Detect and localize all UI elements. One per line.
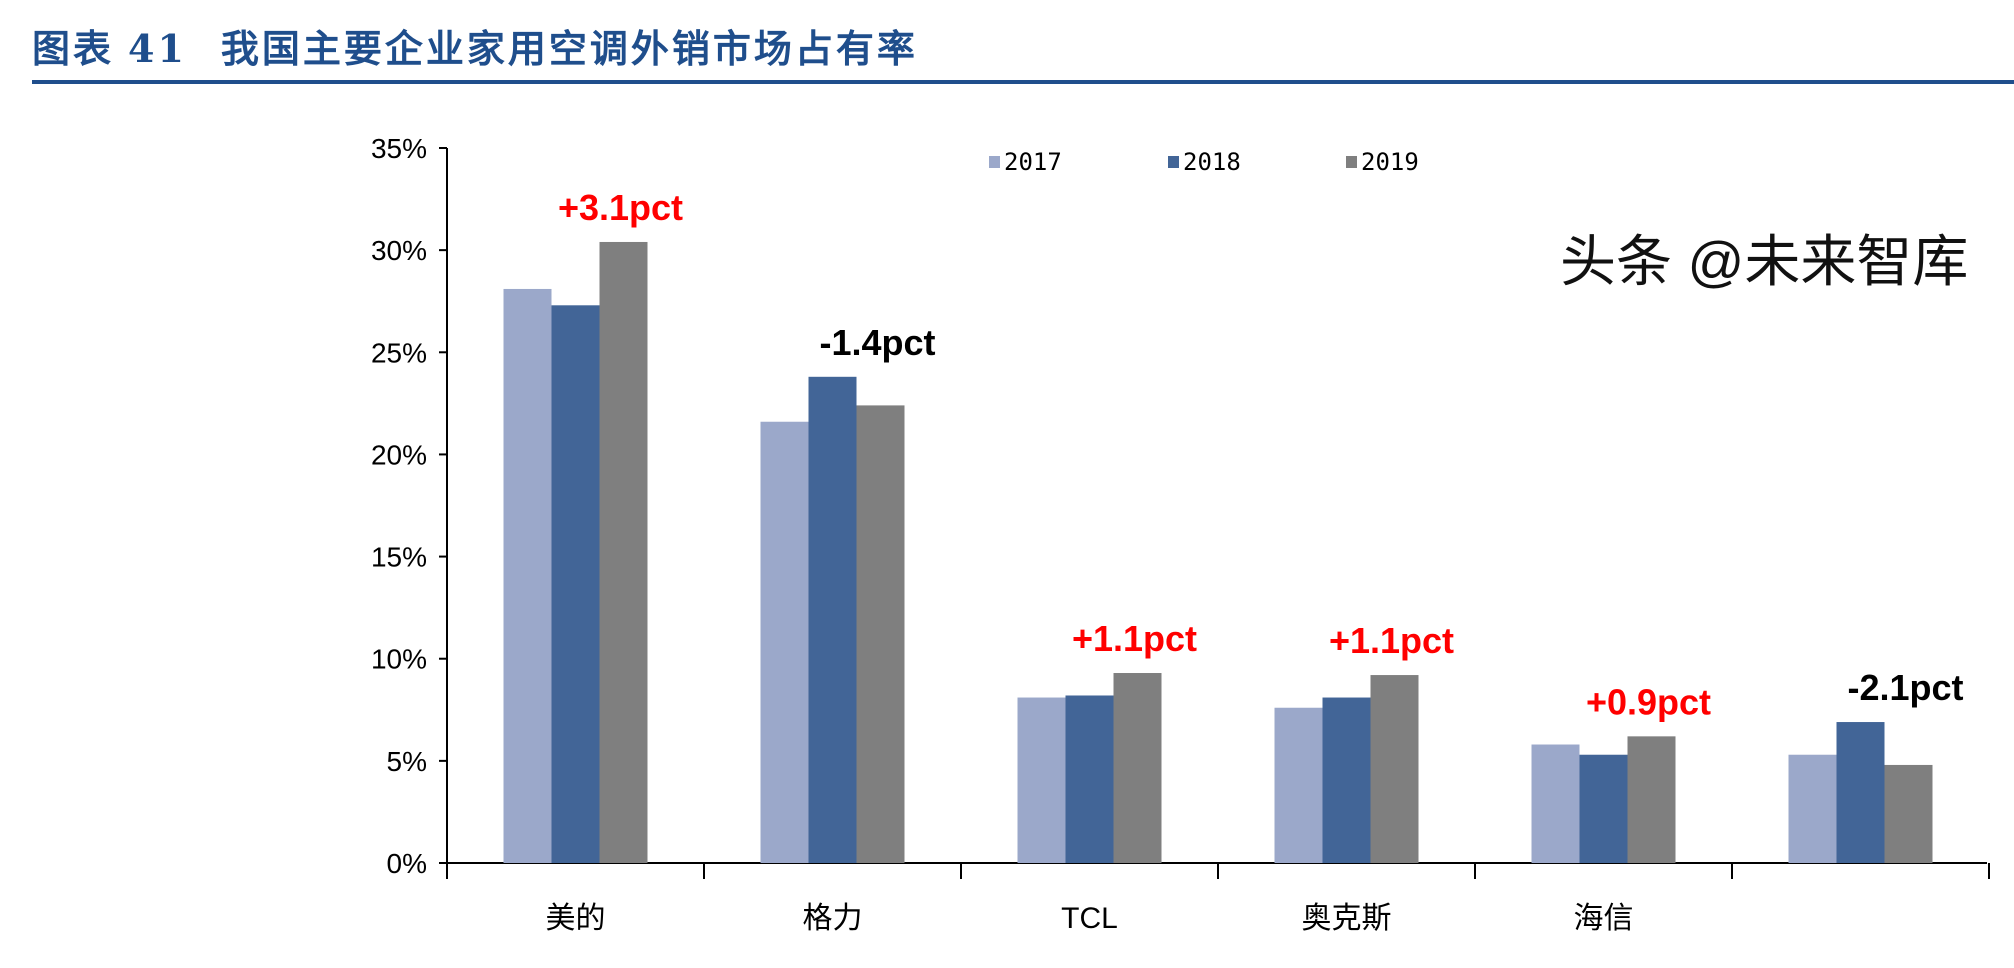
figure-number: 41 xyxy=(128,26,187,71)
legend-swatch-2018 xyxy=(1168,156,1179,168)
bar-2019 xyxy=(599,241,648,863)
bar-2019 xyxy=(1113,673,1162,863)
bar-2017 xyxy=(1274,707,1323,863)
figure-title: 图表 41 我国主要企业家用空调外销市场占有率 xyxy=(32,18,918,73)
legend-label: 2018 xyxy=(1183,148,1241,176)
change-annotation: -1.4pct xyxy=(819,322,935,363)
watermark: 头条 @未来智库 xyxy=(1560,230,1969,293)
change-annotation: -2.1pct xyxy=(1847,667,1963,708)
change-annotation: +1.1pct xyxy=(1329,620,1454,661)
x-tick-label: 奥克斯 xyxy=(1302,902,1392,935)
bar-2017 xyxy=(1788,754,1837,863)
title-divider xyxy=(32,80,2014,84)
legend-label: 2019 xyxy=(1361,148,1419,176)
x-tick-label: 美的 xyxy=(546,902,606,935)
bar-2018 xyxy=(808,376,857,863)
bar-2019 xyxy=(1884,764,1933,863)
bar-2019 xyxy=(1627,736,1676,863)
change-annotation: +1.1pct xyxy=(1072,618,1197,659)
y-tick-label: 0% xyxy=(387,848,427,879)
y-tick-label: 20% xyxy=(371,439,427,470)
bar-2019 xyxy=(1370,675,1419,863)
x-tick-label: 格力 xyxy=(803,902,863,935)
bar-2017 xyxy=(760,421,809,863)
change-annotation: +0.9pct xyxy=(1586,681,1711,722)
legend-swatch-2017 xyxy=(989,156,1000,168)
change-annotation: +3.1pct xyxy=(558,187,683,228)
y-tick-label: 30% xyxy=(371,235,427,266)
figure-label: 图表 xyxy=(32,26,115,71)
bar-2017 xyxy=(503,288,552,863)
bar-2018 xyxy=(1836,722,1885,863)
figure-title-text: 我国主要企业家用空调外销市场占有率 xyxy=(220,26,918,71)
y-tick-label: 35% xyxy=(371,133,427,164)
x-tick-label: 海信 xyxy=(1574,902,1634,935)
bar-2018 xyxy=(551,305,600,863)
bar-2017 xyxy=(1531,744,1580,863)
bar-2019 xyxy=(856,405,905,863)
bar-2017 xyxy=(1017,697,1066,863)
bar-2018 xyxy=(1322,697,1371,863)
x-tick-label: TCL xyxy=(1061,902,1118,935)
bar-2018 xyxy=(1579,754,1628,863)
legend-swatch-2019 xyxy=(1346,156,1357,168)
y-tick-label: 15% xyxy=(371,542,427,573)
bar-2018 xyxy=(1065,695,1114,863)
y-tick-label: 10% xyxy=(371,644,427,675)
y-tick-label: 5% xyxy=(387,746,427,777)
legend-label: 2017 xyxy=(1004,148,1062,176)
y-tick-label: 25% xyxy=(371,337,427,368)
